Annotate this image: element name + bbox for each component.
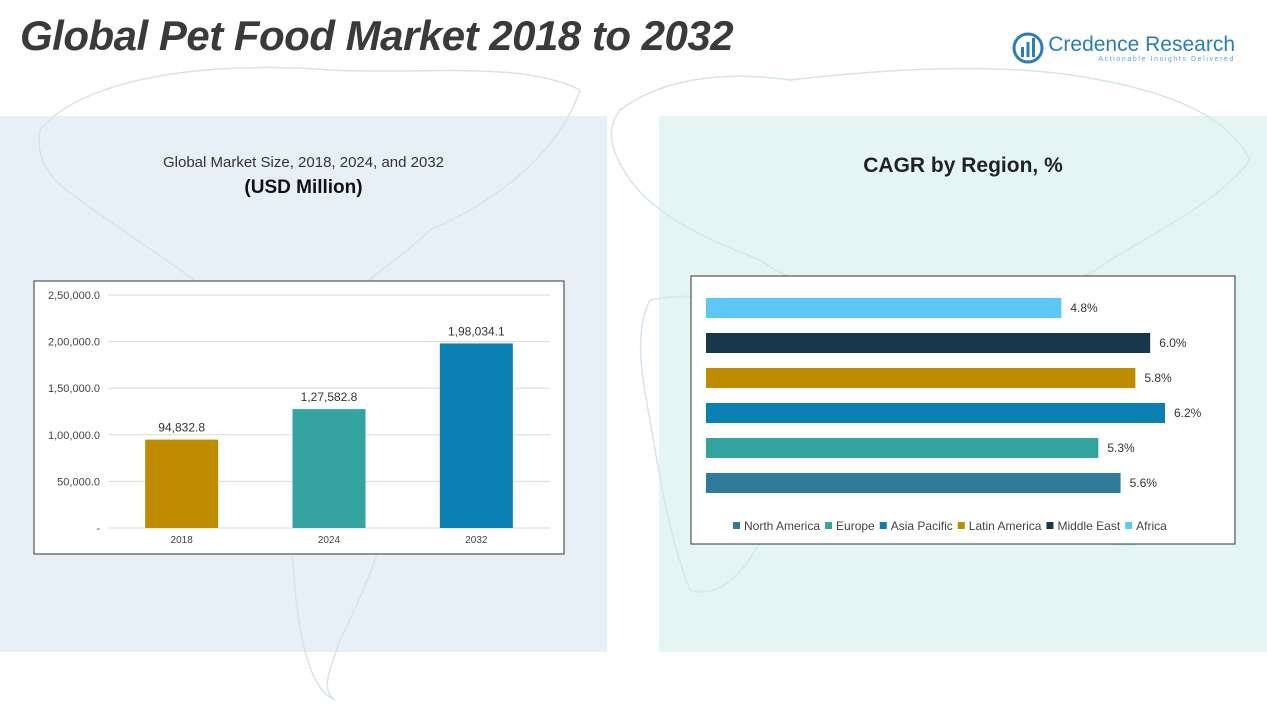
bar-2024 [292,409,366,528]
data-label-middle-east: 6.0% [1159,336,1187,350]
bar-europe [706,438,1099,458]
bar-north-america [706,473,1121,493]
credence-research-logo: Credence Research Actionable Insights De… [1012,32,1235,64]
data-label-north-america: 5.6% [1130,476,1158,490]
y-tick-label: 1,50,000.0 [48,383,100,395]
market-size-unit: (USD Million) [244,177,363,198]
data-label-2032: 1,98,034.1 [448,324,505,338]
y-tick-label: 2,50,000.0 [48,290,100,302]
data-label-2024: 1,27,582.8 [301,390,358,404]
legend-entry: North America [744,519,820,533]
legend-swatch [733,522,740,529]
bar-africa [706,298,1062,318]
y-tick-label: 1,00,000.0 [48,430,100,442]
legend-swatch [825,522,833,529]
x-tick-label: 2024 [318,535,341,546]
legend-entry: Europe [836,519,875,533]
bar-asia-pacific [706,403,1165,423]
bar-2018 [145,439,219,528]
legend-entry: Asia Pacific [891,519,953,533]
y-tick-label: - [96,523,100,535]
legend-swatch [1125,522,1133,529]
y-tick-label: 2,00,000.0 [48,337,100,349]
bar-chart-logo-icon [1012,32,1044,64]
bar-latin-america [706,368,1136,388]
logo-name: Credence Research [1048,32,1235,56]
data-label-asia-pacific: 6.2% [1174,406,1202,420]
legend-entry: Africa [1136,519,1167,533]
market-size-subtitle: Global Market Size, 2018, 2024, and 2032 [162,154,445,171]
data-label-africa: 4.8% [1070,301,1098,315]
data-label-2018: 94,832.8 [158,421,205,435]
legend-entry: Latin America [969,519,1042,533]
cagr-title: CAGR by Region, % [863,154,1063,177]
data-label-europe: 5.3% [1107,441,1135,455]
legend-swatch [1046,522,1054,529]
x-tick-label: 2018 [171,535,194,546]
data-label-latin-america: 5.8% [1144,371,1172,385]
x-tick-label: 2032 [465,535,488,546]
page-title: Global Pet Food Market 2018 to 2032 [20,12,734,59]
y-tick-label: 50,000.0 [57,476,100,488]
legend-entry: Middle East [1057,519,1120,533]
bar-middle-east [706,333,1151,353]
bar-2032 [439,343,513,528]
legend-swatch [957,522,965,529]
logo-tagline: Actionable Insights Delivered [1098,55,1235,63]
legend-swatch [879,522,887,529]
